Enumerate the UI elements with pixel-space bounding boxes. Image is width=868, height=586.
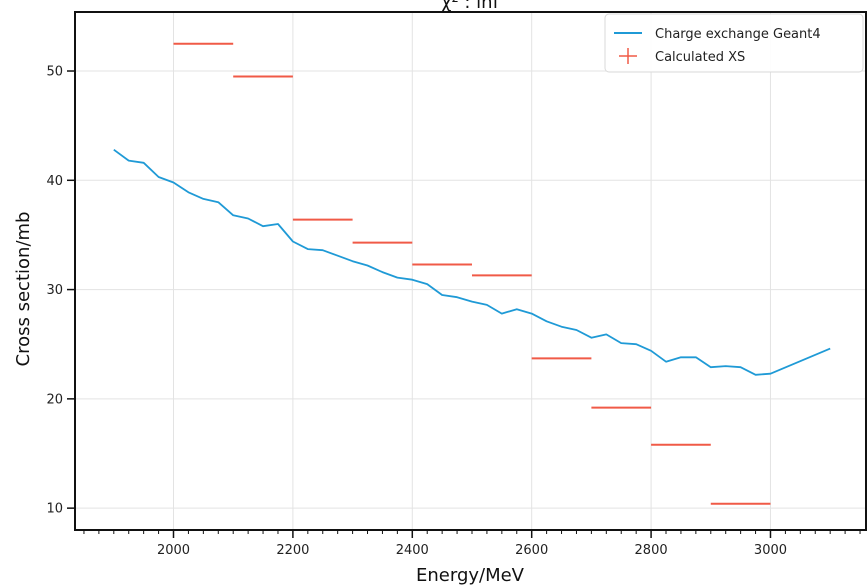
series-line-geant4 xyxy=(113,148,831,376)
y-axis-label: Cross section/mb xyxy=(13,212,34,367)
x-tick-label: 2800 xyxy=(635,543,668,558)
y-tick-label: 50 xyxy=(46,65,63,80)
x-tick-label: 2200 xyxy=(276,543,309,558)
grid xyxy=(75,12,866,530)
x-axis-label: Energy/MeV xyxy=(416,565,525,586)
x-tick-label: 2000 xyxy=(157,543,190,558)
chart-title: χ² : inf xyxy=(441,0,500,13)
legend-label-xs: Calculated XS xyxy=(655,50,745,65)
axis-ticks: 2000 2200 2400 2600 2800 3000 10 20 30 40 50 xyxy=(46,65,861,558)
y-tick-label: 20 xyxy=(46,392,63,407)
plot-area xyxy=(113,42,831,505)
x-tick-label: 2600 xyxy=(515,543,548,558)
legend-box xyxy=(604,13,864,73)
y-tick-label: 10 xyxy=(46,502,63,517)
legend-label-geant4: Charge exchange Geant4 xyxy=(655,27,821,42)
y-tick-label: 40 xyxy=(46,174,63,189)
x-tick-label: 2400 xyxy=(396,543,429,558)
x-tick-label: 3000 xyxy=(754,543,787,558)
legend: Charge exchange Geant4 Calculated XS xyxy=(604,13,864,73)
plot-frame xyxy=(74,11,867,531)
y-tick-label: 30 xyxy=(46,283,63,298)
